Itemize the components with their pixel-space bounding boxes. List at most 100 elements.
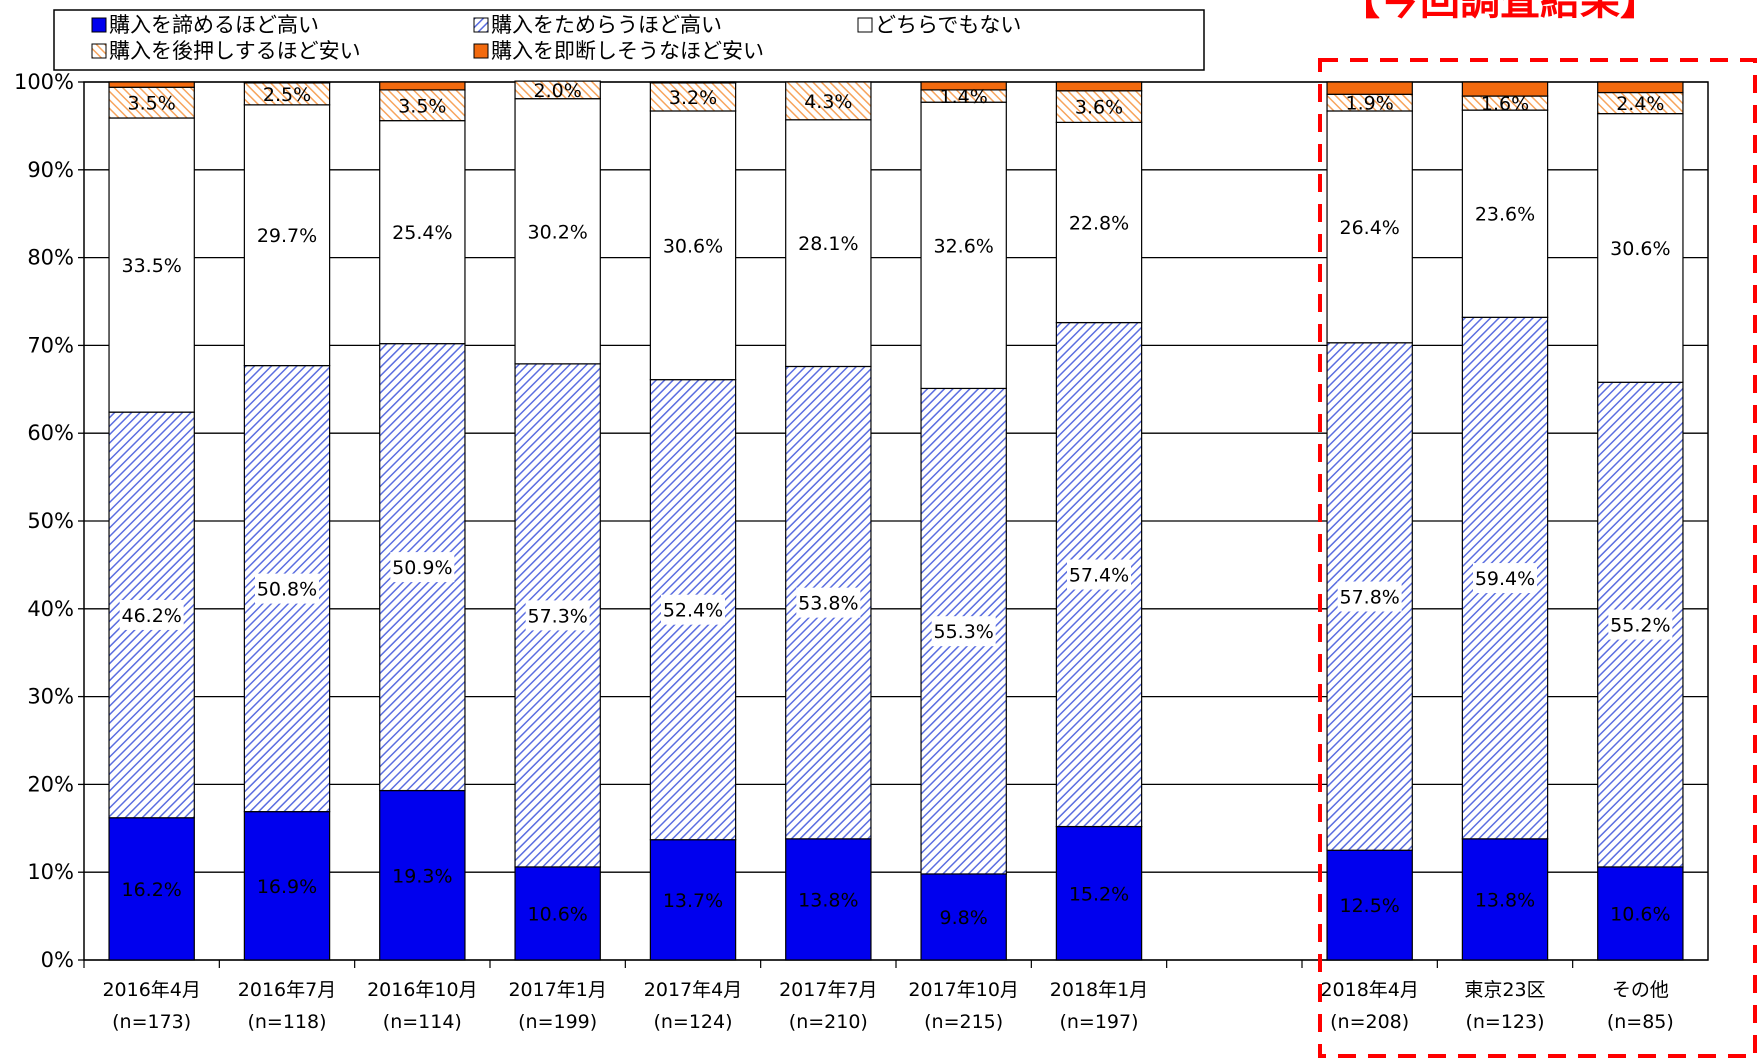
data-label-high-hesitate: 57.4% bbox=[1069, 565, 1129, 587]
data-label-cheap-push: 3.5% bbox=[398, 95, 446, 117]
y-tick-label: 20% bbox=[27, 772, 74, 796]
bar-segment-cheap-push bbox=[379, 89, 466, 122]
data-label-cheap-push: 2.4% bbox=[1616, 93, 1664, 115]
legend-item-high-give-up: 購入を諦めるほど高い bbox=[91, 13, 319, 37]
x-tick-label: 2018年4月 bbox=[1320, 979, 1418, 1001]
y-axis: 0% 10% 20% 30% 40% 50% 60% 70% 80% 90% 100% bbox=[14, 70, 84, 972]
data-label-high-hesitate: 59.4% bbox=[1475, 568, 1535, 590]
x-tick-sample-size: (n=173) bbox=[112, 1011, 191, 1033]
data-label-bg bbox=[1337, 581, 1402, 612]
y-tick-label: 10% bbox=[27, 860, 74, 884]
data-label-neutral: 26.4% bbox=[1339, 217, 1399, 239]
data-label-high-give-up: 13.8% bbox=[798, 889, 858, 911]
data-label-cheap-push: 1.6% bbox=[1481, 93, 1529, 115]
data-label-high-give-up: 10.6% bbox=[1610, 903, 1670, 925]
data-label-bg bbox=[796, 587, 861, 618]
data-label-neutral: 32.6% bbox=[933, 235, 993, 257]
data-label-high-hesitate: 53.8% bbox=[798, 593, 858, 615]
data-label-high-give-up: 12.5% bbox=[1339, 895, 1399, 917]
bar-segment-high-give-up bbox=[1055, 825, 1143, 961]
data-label-high-give-up: 10.6% bbox=[527, 903, 587, 925]
x-tick-sample-size: (n=114) bbox=[383, 1011, 462, 1033]
data-label-high-hesitate: 50.9% bbox=[392, 557, 452, 579]
bar-segment-neutral bbox=[1326, 110, 1413, 344]
data-label-high-give-up: 9.8% bbox=[940, 907, 988, 929]
bar-segment-neutral bbox=[514, 98, 601, 365]
legend-swatch-neutral bbox=[857, 17, 873, 33]
data-label-neutral: 30.6% bbox=[663, 235, 723, 257]
data-label-cheap-push: 4.3% bbox=[804, 91, 852, 113]
x-tick-label: 2017年7月 bbox=[779, 979, 877, 1001]
bar-segment-cheap-push bbox=[514, 80, 601, 100]
bar-segment-high-give-up bbox=[243, 811, 331, 961]
x-tick-label: 東京23区 bbox=[1464, 979, 1545, 1001]
x-tick-sample-size: (n=210) bbox=[789, 1011, 868, 1033]
bar-segment-neutral bbox=[379, 120, 466, 345]
data-label-high-hesitate: 55.3% bbox=[933, 621, 993, 643]
data-label-cheap-push: 1.9% bbox=[1346, 93, 1394, 115]
y-tick-label: 30% bbox=[27, 685, 74, 709]
data-label-high-hesitate: 57.8% bbox=[1339, 587, 1399, 609]
y-tick-label: 50% bbox=[27, 509, 74, 533]
x-tick-label: 2016年7月 bbox=[238, 979, 336, 1001]
data-label-bg bbox=[390, 552, 455, 583]
data-label-cheap-push: 1.4% bbox=[940, 86, 988, 108]
data-label-high-give-up: 16.9% bbox=[257, 876, 317, 898]
legend-swatch-high-give-up bbox=[91, 17, 107, 33]
x-tick-label: 2018年1月 bbox=[1050, 979, 1148, 1001]
data-label-cheap-push: 2.5% bbox=[263, 84, 311, 106]
bar-segment-high-give-up bbox=[1597, 866, 1684, 961]
data-label-high-give-up: 16.2% bbox=[121, 879, 181, 901]
bar-segment-cheap-instant bbox=[1326, 81, 1413, 95]
bar-segment-cheap-push bbox=[1055, 90, 1143, 123]
bar-segment-cheap-instant bbox=[1055, 81, 1143, 92]
bar-segment-cheap-push bbox=[785, 81, 872, 121]
legend-label-neutral: どちらでもない bbox=[875, 13, 1021, 37]
bar-segment-cheap-instant bbox=[1461, 81, 1549, 97]
x-tick-label: 2016年10月 bbox=[367, 979, 478, 1001]
y-tick-label: 70% bbox=[27, 333, 74, 357]
data-label-cheap-push: 2.0% bbox=[534, 80, 582, 102]
bar-segment-high-give-up bbox=[785, 838, 872, 961]
bar-segment-neutral bbox=[920, 101, 1007, 390]
data-label-bg bbox=[1067, 559, 1131, 590]
data-label-bg bbox=[1608, 609, 1673, 640]
x-tick-label: 2017年10月 bbox=[908, 979, 1019, 1001]
bar-segment-high-give-up bbox=[1326, 849, 1413, 961]
highlight-frame bbox=[1318, 58, 1757, 1058]
y-tick-label: 0% bbox=[41, 948, 74, 972]
legend-label-cheap-instant: 購入を即断しそうなほど安い bbox=[491, 39, 764, 63]
x-tick-sample-size: (n=85) bbox=[1607, 1011, 1674, 1033]
data-label-bg bbox=[255, 573, 319, 604]
data-label-neutral: 22.8% bbox=[1069, 212, 1129, 234]
bar-segment-neutral bbox=[108, 117, 195, 413]
x-tick-sample-size: (n=197) bbox=[1059, 1011, 1138, 1033]
bar-segment-neutral bbox=[1597, 113, 1684, 383]
y-tick-label: 60% bbox=[27, 421, 74, 445]
bar-segment-high-give-up bbox=[920, 873, 1007, 961]
bar-segment-high-give-up bbox=[379, 789, 466, 961]
x-tick-label: 2017年1月 bbox=[508, 979, 606, 1001]
x-tick-sample-size: (n=199) bbox=[518, 1011, 597, 1033]
bar-segment-high-give-up bbox=[1461, 838, 1549, 961]
x-tick-sample-size: (n=215) bbox=[924, 1011, 1003, 1033]
x-tick-label: 2017年4月 bbox=[644, 979, 742, 1001]
data-label-neutral: 25.4% bbox=[392, 222, 452, 244]
data-label-bg bbox=[1473, 563, 1537, 594]
bar-segment-cheap-instant bbox=[379, 81, 466, 91]
y-tick-label: 40% bbox=[27, 597, 74, 621]
legend-item-neutral: どちらでもない bbox=[857, 13, 1021, 37]
data-label-high-hesitate: 52.4% bbox=[663, 600, 723, 622]
bars: 16.2% 46.2% 33.5% 3.5% 16.9% 50.8% 29.7% 2.5% 19… bbox=[108, 80, 1684, 961]
legend-label-high-give-up: 購入を諦めるほど高い bbox=[109, 13, 319, 37]
data-label-high-hesitate: 57.3% bbox=[527, 605, 587, 627]
data-label-bg bbox=[931, 616, 996, 647]
bar-segment-high-give-up bbox=[514, 866, 601, 961]
data-label-high-hesitate: 46.2% bbox=[121, 605, 181, 627]
legend-item-cheap-instant: 購入を即断しそうなほど安い bbox=[473, 39, 764, 63]
data-label-bg bbox=[661, 594, 725, 625]
data-label-high-give-up: 19.3% bbox=[392, 865, 452, 887]
data-label-cheap-push: 3.2% bbox=[669, 87, 717, 109]
legend-frame bbox=[53, 9, 1205, 71]
bar-segment-neutral bbox=[785, 119, 872, 368]
